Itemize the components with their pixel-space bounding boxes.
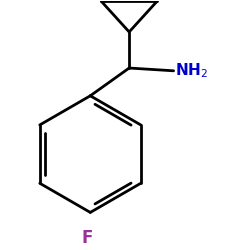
- Text: F: F: [82, 229, 93, 247]
- Text: NH$_2$: NH$_2$: [175, 62, 208, 80]
